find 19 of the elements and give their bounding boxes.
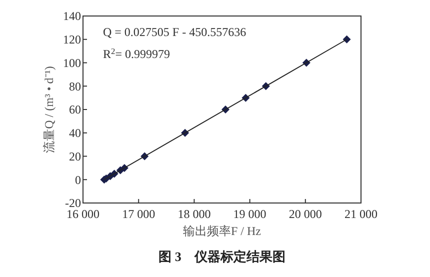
x-tick-label: 17 000 [122,207,156,221]
y-tick-label: 60 [69,102,81,117]
y-tick-label: 40 [69,126,81,140]
x-tick-label: 20 000 [288,207,322,221]
y-tick-label: 80 [69,79,81,94]
y-tick-label: 140 [63,9,81,24]
text: 图 3 仪器标定结果图 [158,249,286,264]
x-tick-label: 18 000 [178,207,211,221]
y-tick-label: 100 [63,56,81,70]
annotation: R$^{2}$= 0.999979 [103,46,170,61]
y-tick-label: 20 [69,149,81,164]
point [342,35,351,44]
x-tick-label: 21 000 [344,207,378,221]
y-tick-label: 0 [75,172,81,187]
x-tick-label: 19 000 [233,207,266,221]
x-axis-title: 输出频率F / Hz [183,224,261,238]
y-axis-title: 流量Q / (m³ • d⁻¹) [42,66,56,153]
annotation: Q = 0.027505 F - 450.557636 [103,25,246,39]
y-tick-label: 120 [63,32,81,47]
